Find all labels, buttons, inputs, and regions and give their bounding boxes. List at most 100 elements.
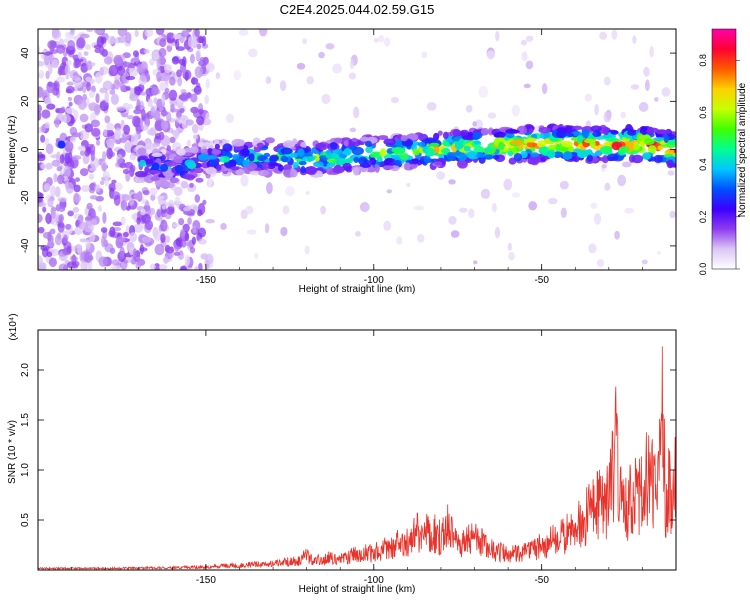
noise-cell: [119, 246, 125, 258]
ridge-cell: [145, 158, 154, 165]
ridge-cell: [190, 146, 199, 154]
ridge-cell: [280, 147, 293, 155]
ridge-cell: [281, 156, 289, 163]
noise-cell: [158, 264, 168, 270]
ridge-cell: [653, 154, 664, 164]
ridge-cell: [256, 142, 264, 148]
ridge-cell: [452, 136, 460, 142]
noise-cell: [139, 100, 145, 112]
noise-cell: [135, 125, 143, 135]
noise-cell: [233, 69, 242, 81]
noise-cell: [175, 237, 183, 247]
colorbar-label: Normalized spectral amplitude: [737, 82, 748, 217]
ridge-cell: [297, 148, 305, 157]
noise-cell: [59, 132, 68, 143]
noise-cell: [147, 98, 153, 108]
noise-cell: [90, 62, 96, 67]
ridge-cell: [442, 131, 449, 140]
ridge-cell: [383, 138, 396, 146]
noise-cell: [359, 202, 370, 213]
ridge-cell: [641, 126, 648, 131]
noise-cell: [109, 247, 116, 255]
ridge-cell: [556, 129, 567, 139]
ridge-cell: [241, 148, 250, 158]
noise-cell: [102, 171, 110, 179]
noise-cell: [121, 194, 131, 202]
noise-cell: [65, 85, 75, 94]
noise-cell: [38, 226, 45, 234]
ridge-cell: [359, 136, 369, 142]
noise-cell: [638, 102, 649, 112]
noise-cell: [107, 35, 116, 45]
ridge-cell: [313, 161, 324, 168]
noise-cell: [83, 51, 89, 56]
noise-cell: [122, 132, 131, 140]
noise-cell: [321, 93, 331, 105]
noise-cell: [102, 211, 107, 224]
ridge-cell: [376, 156, 383, 163]
noise-cell: [71, 155, 82, 161]
ridge-cell: [176, 148, 186, 156]
noise-cell: [151, 86, 159, 96]
noise-cell: [156, 208, 162, 218]
noise-cell: [282, 205, 290, 215]
noise-cell: [91, 127, 101, 137]
noise-cell: [349, 59, 355, 70]
noise-cell: [320, 205, 326, 215]
noise-cell: [53, 173, 58, 183]
noise-cell: [254, 252, 259, 259]
noise-cell: [667, 170, 675, 176]
ridge-cell: [417, 142, 426, 147]
noise-cell: [77, 51, 82, 60]
noise-cell: [156, 195, 165, 200]
ridge-cell: [540, 157, 546, 162]
noise-cell: [136, 99, 141, 111]
noise-cell: [154, 243, 165, 256]
snr-ticks: -150 -100 -50 0.5 1.0 1.5 2.0: [20, 330, 677, 586]
noise-cell: [296, 62, 306, 70]
ridge-cell: [351, 137, 358, 143]
noise-cell: [73, 193, 81, 203]
ridge-cell: [175, 164, 184, 173]
noise-cell: [156, 71, 162, 83]
noise-cell: [44, 121, 51, 129]
noise-cell: [503, 178, 513, 191]
ridge-cell: [219, 155, 231, 163]
noise-cell: [190, 93, 198, 103]
colorbar-tick-label: 0.6: [698, 106, 708, 119]
ridge-cell: [298, 160, 307, 166]
ridge-cell: [581, 128, 590, 138]
noise-cell: [115, 182, 123, 191]
noise-cell: [51, 159, 61, 167]
noise-cell: [44, 96, 51, 104]
noise-cell: [139, 243, 145, 255]
noise-cell: [58, 263, 68, 270]
noise-cell: [122, 168, 130, 175]
ridge-cell: [507, 150, 514, 157]
noise-cell: [332, 63, 342, 74]
noise-cell: [38, 110, 42, 121]
noise-cell: [108, 182, 117, 192]
noise-cell: [161, 204, 166, 210]
ridge-cell: [429, 142, 440, 148]
noise-cell: [130, 133, 139, 145]
noise-cell: [172, 33, 182, 40]
noise-cell: [426, 102, 437, 111]
ridge-cell: [210, 160, 218, 167]
noise-cell: [46, 81, 55, 94]
noise-cell: [661, 87, 671, 97]
ridge-cell: [365, 146, 373, 154]
ridge-cell: [242, 159, 250, 167]
ridge-cell: [399, 152, 409, 160]
noise-cell: [66, 81, 74, 86]
noise-cell: [55, 186, 61, 198]
ridge-cell: [577, 150, 588, 159]
noise-cell: [47, 40, 57, 50]
noise-cell: [521, 51, 528, 62]
ridge-cell: [458, 153, 468, 161]
ridge-cell: [139, 159, 147, 167]
noise-cell: [178, 217, 185, 226]
noise-cell: [450, 230, 460, 238]
noise-cell: [79, 113, 89, 123]
